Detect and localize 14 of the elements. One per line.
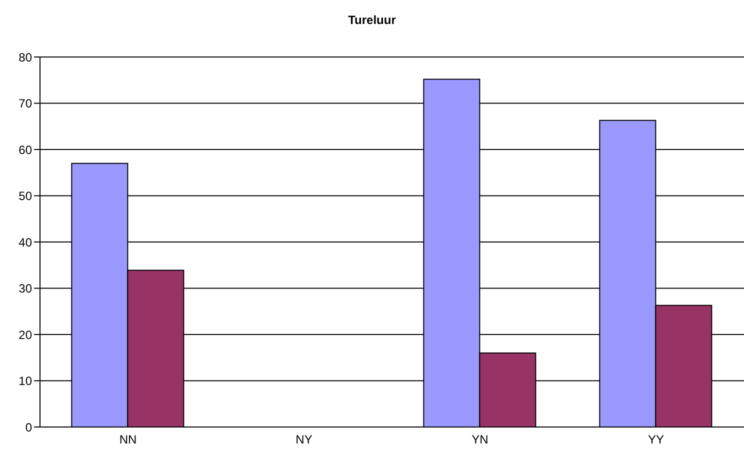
- x-tick-label: NN: [119, 432, 137, 447]
- y-tick-label: 20: [18, 328, 32, 342]
- x-tick-label: YY: [648, 432, 664, 447]
- y-tick-label: 60: [18, 142, 32, 157]
- y-tick-label: 30: [18, 282, 32, 296]
- y-tick-label: 40: [18, 235, 32, 250]
- y-tick-label: 70: [18, 96, 32, 111]
- y-tick-label: 50: [18, 189, 32, 204]
- chart-title: Tureluur: [347, 13, 397, 27]
- y-tick-label: 80: [18, 50, 32, 64]
- x-tick-label: NY: [296, 432, 312, 447]
- y-tick-label: 10: [18, 374, 32, 388]
- x-tick-label: YN: [472, 432, 488, 447]
- y-tick-label: 0: [25, 420, 32, 434]
